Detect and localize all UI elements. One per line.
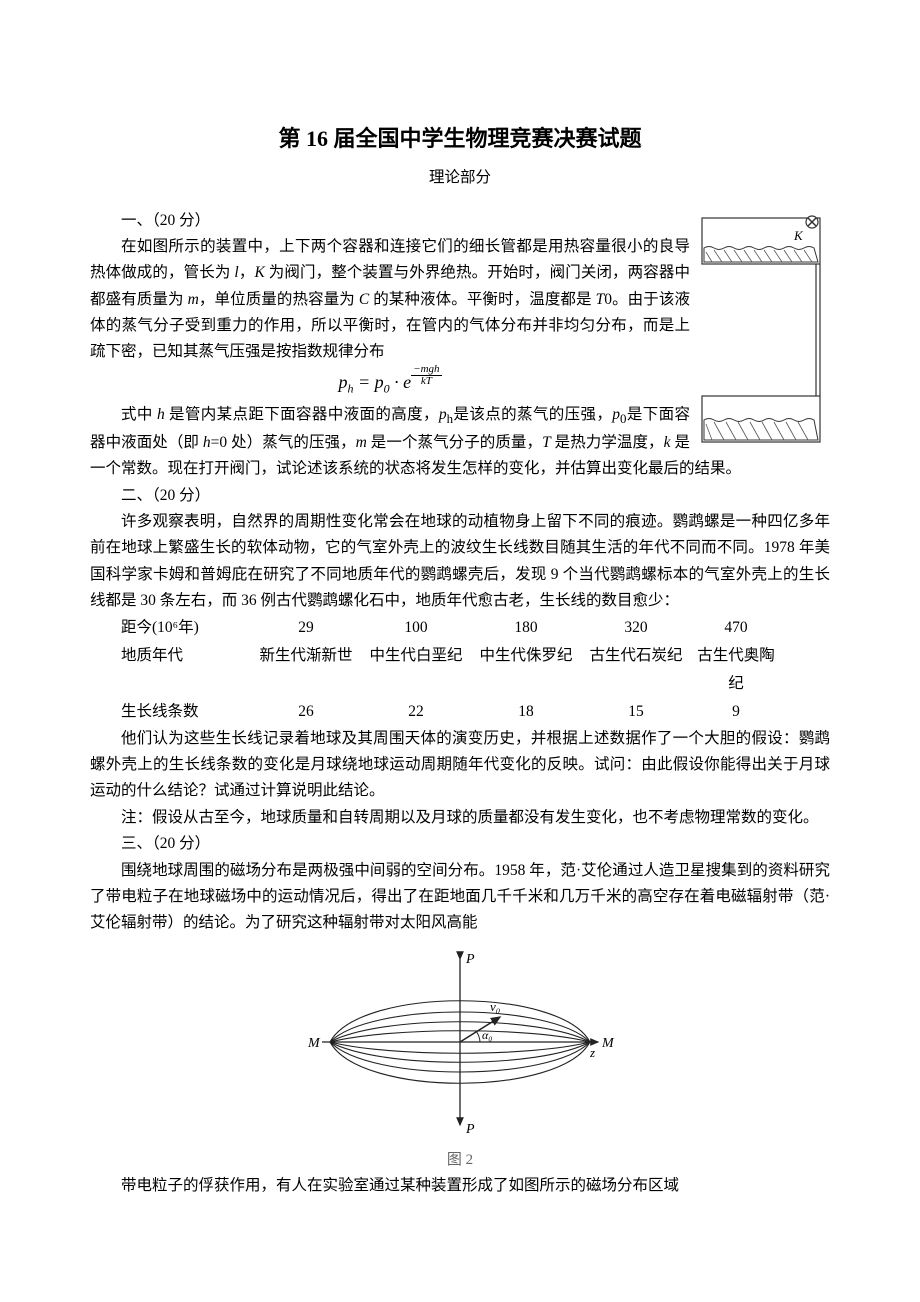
p0: p [375,372,384,392]
figure-2-caption: 图 2 [90,1148,830,1174]
exponent: −mghkT [411,364,441,387]
var-T0: T [596,291,605,308]
var-h: h [157,406,165,423]
td: 古生代石炭纪 [581,642,691,698]
text: 是管内某点距下面容器中液面的高度， [165,406,439,423]
text: 是该点的蒸气的压强， [453,406,612,423]
q3-p-last: 带电粒子的俘获作用，有人在实验室通过某种装置形成了如图所示的磁场分布区域 [90,1173,830,1199]
td: 29 [251,614,361,642]
num: mgh [421,363,440,375]
var-K: K [254,264,264,281]
var-m2: m [356,434,367,451]
q3-p1: 围绕地球周围的磁场分布是两极强中间弱的空间分布。1958 年，范·艾伦通过人造卫… [90,858,830,937]
svg-text:M: M [601,1036,615,1051]
td: 中生代侏罗纪 [471,642,581,698]
q2-p3: 注：假设从古至今，地球质量和自转周期以及月球的质量都没有发生变化，也不考虑物理常… [90,805,830,831]
text: 的某种液体。平衡时，温度都是 [369,291,595,308]
td: 470 [691,614,781,642]
svg-text:v₀: v₀ [490,999,500,1014]
td: 22 [361,698,471,726]
e: e [403,372,411,392]
text: 是一个蒸气分子的质量， [367,434,542,451]
th: 距今(10⁶年) [121,614,251,642]
text: =0 处）蒸气的压强， [211,434,356,451]
q2-label: 二、（20 分） [90,483,830,509]
text: 是热力学温度， [551,434,664,451]
q2-p2: 他们认为这些生长线记录着地球及其周围天体的演变历史，并根据上述数据作了一个大胆的… [90,726,830,805]
svg-text:P: P [465,1122,475,1137]
td: 中生代白垩纪 [361,642,471,698]
td: 100 [361,614,471,642]
svg-text:M: M [307,1036,321,1051]
var-k: k [664,434,671,451]
den: kT [411,376,441,387]
eq: = [353,372,374,392]
valve-label: K [793,228,804,243]
text: ，单位质量的热容量为 [199,291,359,308]
td: 9 [691,698,781,726]
var-m: m [188,291,199,308]
th: 地质年代 [121,642,251,698]
q2-p1: 许多观察表明，自然界的周期性变化常会在地球的动植物身上留下不同的痕迹。鹦鹉螺是一… [90,509,830,614]
td: 15 [581,698,691,726]
var-ph: p [439,406,447,423]
var-C: C [359,291,369,308]
td: 26 [251,698,361,726]
q3-label: 三、（20 分） [90,831,830,857]
page-title: 第 16 届全国中学生物理竞赛决赛试题 [90,120,830,157]
th: 生长线条数 [121,698,251,726]
text: ， [239,264,255,281]
svg-text:α₀: α₀ [482,1028,492,1042]
var-T: T [542,434,551,451]
figure-1: K [698,212,830,444]
dot: · [390,372,404,392]
td: 新生代渐新世 [251,642,361,698]
var-h2: h [203,434,211,451]
svg-text:z: z [589,1045,595,1060]
td: 180 [471,614,581,642]
text: 式中 [121,406,157,423]
td: 古生代奥陶纪 [691,642,781,698]
td: 320 [581,614,691,642]
q2-data-table: 距今(10⁶年) 29 100 180 320 470 地质年代 新生代渐新世 … [121,614,830,726]
figure-2: P P M M z v₀ α₀ 图 2 [90,947,830,1174]
var-p0: p [612,406,620,423]
td: 18 [471,698,581,726]
svg-text:P: P [465,952,475,967]
neg: − [413,363,420,375]
subtitle: 理论部分 [90,165,830,191]
